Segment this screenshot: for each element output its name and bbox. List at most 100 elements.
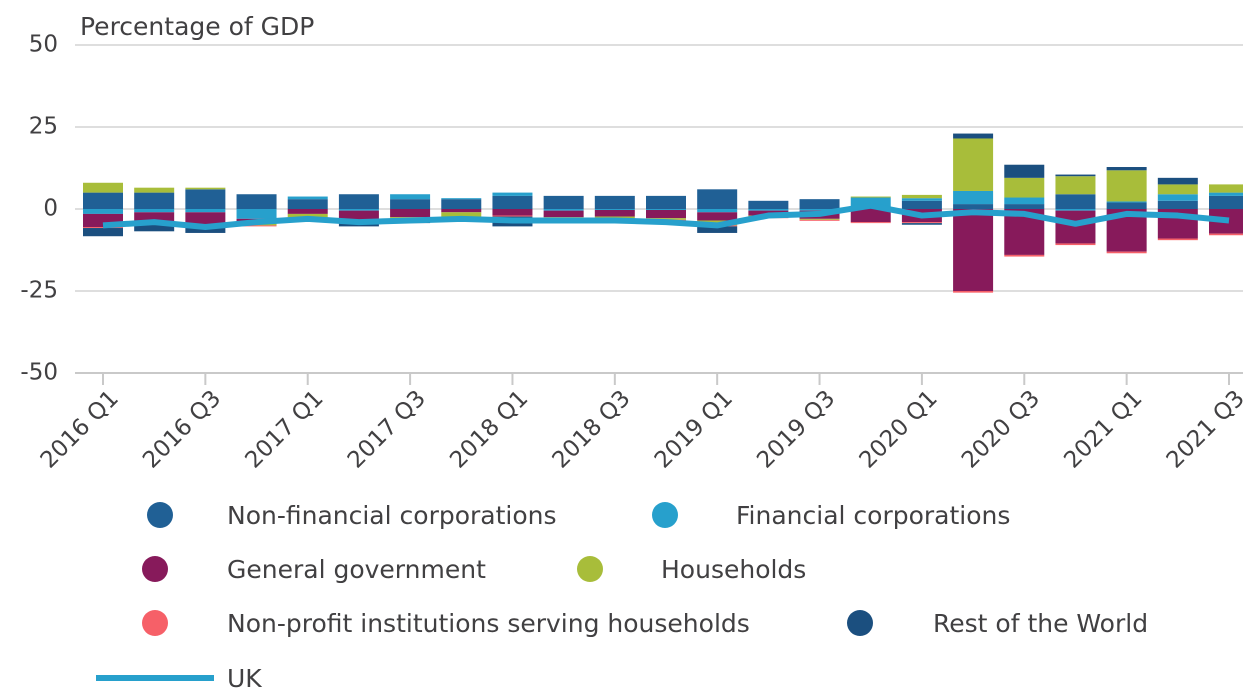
bar xyxy=(1055,194,1096,209)
legend-swatch xyxy=(147,502,173,528)
bar xyxy=(594,209,635,210)
legend-label: Non-financial corporations xyxy=(227,501,557,530)
bar xyxy=(1209,195,1243,209)
bar xyxy=(850,209,891,223)
bar xyxy=(1157,177,1198,185)
bar xyxy=(390,199,431,209)
bar xyxy=(1004,204,1045,209)
x-tick-label: 2018 Q3 xyxy=(548,385,636,473)
legend-label: Non-profit institutions serving househol… xyxy=(227,609,750,638)
bar xyxy=(697,209,738,213)
x-tick-label: 2017 Q3 xyxy=(343,385,431,473)
bar xyxy=(441,209,482,213)
bar xyxy=(901,223,942,225)
legend-label: Rest of the World xyxy=(933,609,1148,638)
bar xyxy=(594,216,635,219)
bar xyxy=(594,209,635,217)
bar xyxy=(646,195,686,209)
bar xyxy=(236,194,277,209)
bar xyxy=(83,182,123,193)
bar xyxy=(287,209,328,214)
bar xyxy=(594,195,635,209)
bar xyxy=(850,196,891,198)
bar xyxy=(1157,200,1198,209)
legend-swatch xyxy=(652,502,678,528)
bar xyxy=(492,195,533,209)
x-tick-label: 2016 Q3 xyxy=(138,385,226,473)
bar xyxy=(697,226,738,233)
bar xyxy=(492,209,533,216)
bar xyxy=(1004,164,1045,178)
legend-label: General government xyxy=(227,555,486,584)
bar xyxy=(799,209,840,211)
x-tick-label: 2019 Q3 xyxy=(752,385,840,473)
x-tick-label: 2021 Q3 xyxy=(1162,385,1243,473)
bar xyxy=(185,228,226,233)
legend-label: Financial corporations xyxy=(736,501,1010,530)
bar xyxy=(1209,192,1243,196)
bar xyxy=(287,196,328,200)
bar xyxy=(1157,238,1198,241)
y-tick-label: 25 xyxy=(29,114,58,140)
legend-swatch xyxy=(142,556,168,582)
bar xyxy=(134,223,175,232)
bar xyxy=(1004,177,1045,198)
bar xyxy=(748,209,789,211)
bar xyxy=(901,198,942,201)
legend-swatch xyxy=(142,610,168,636)
bar xyxy=(543,209,584,211)
bar xyxy=(492,192,533,196)
legend-swatch xyxy=(577,556,603,582)
bar xyxy=(338,209,379,211)
bar xyxy=(236,225,277,227)
bar xyxy=(953,209,994,291)
bar xyxy=(236,209,277,219)
bar xyxy=(185,189,226,209)
line xyxy=(102,202,1230,231)
bar xyxy=(287,213,328,218)
bar xyxy=(1106,167,1147,171)
bar xyxy=(1209,184,1243,193)
bar xyxy=(1106,201,1147,203)
bar xyxy=(953,138,994,191)
bar xyxy=(390,209,431,218)
bar xyxy=(134,187,175,193)
bar xyxy=(441,198,482,200)
x-tick-label: 2020 Q1 xyxy=(855,385,943,473)
x-tick-label: 2017 Q1 xyxy=(240,385,328,473)
bar xyxy=(1055,209,1096,211)
y-axis-title: Percentage of GDP xyxy=(80,12,314,41)
bar xyxy=(953,133,994,139)
y-tick-label: -25 xyxy=(20,278,58,304)
bar xyxy=(953,204,994,209)
y-tick-label: -50 xyxy=(20,360,58,386)
bar xyxy=(697,189,738,209)
bar xyxy=(1209,233,1243,236)
bar xyxy=(1055,210,1096,244)
bar xyxy=(1055,174,1096,177)
legend-label: UK xyxy=(227,664,262,689)
y-tick-label: 0 xyxy=(43,196,58,222)
bar xyxy=(646,209,686,219)
bar xyxy=(134,209,175,213)
legend-label: Households xyxy=(661,555,806,584)
bar xyxy=(134,192,175,209)
bar xyxy=(646,218,686,220)
x-tick-label: 2021 Q1 xyxy=(1059,385,1147,473)
bar xyxy=(799,199,840,209)
bar xyxy=(390,194,431,200)
bar xyxy=(287,199,328,209)
x-tick-label: 2020 Q3 xyxy=(957,385,1045,473)
bar xyxy=(441,199,482,209)
bar xyxy=(338,194,379,209)
bar xyxy=(1004,254,1045,257)
x-tick-label: 2019 Q1 xyxy=(650,385,738,473)
bar xyxy=(1157,184,1198,195)
bar xyxy=(1106,170,1147,202)
bar xyxy=(1055,243,1096,246)
bar xyxy=(338,210,379,221)
x-tick-label: 2016 Q1 xyxy=(36,385,124,473)
bar xyxy=(1106,202,1147,209)
bar xyxy=(185,209,226,213)
